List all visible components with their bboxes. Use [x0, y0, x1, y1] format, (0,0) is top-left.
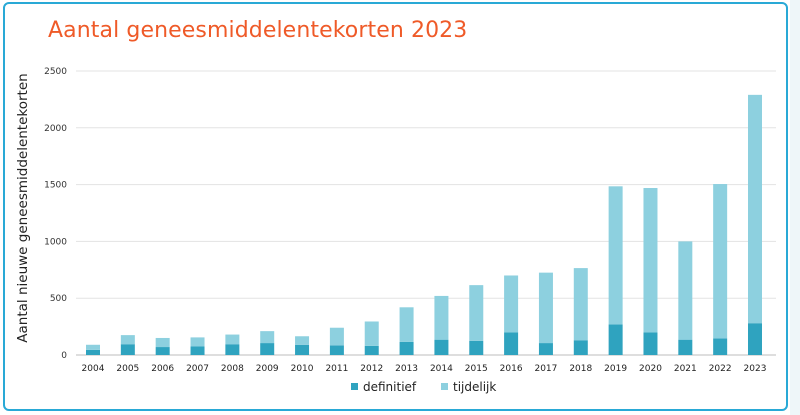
bar-definitief-2016 — [504, 332, 519, 355]
x-tick-label: 2005 — [116, 364, 139, 374]
bar-definitief-2012 — [364, 345, 379, 355]
bar-tijdelijk-2017 — [538, 272, 553, 344]
x-tick-label: 2016 — [500, 364, 523, 374]
x-tick-label: 2010 — [291, 364, 314, 374]
bar-definitief-2018 — [573, 340, 588, 355]
x-tick-label: 2014 — [430, 364, 453, 374]
bar-definitief-2009 — [260, 343, 275, 355]
bar-tijdelijk-2022 — [713, 184, 728, 339]
bar-tijdelijk-2011 — [329, 327, 344, 346]
legend-label-tijdelijk: tijdelijk — [453, 380, 496, 394]
bar-definitief-2013 — [399, 341, 414, 355]
bar-definitief-2007 — [190, 346, 205, 355]
bar-tijdelijk-2010 — [295, 336, 310, 345]
bar-definitief-2008 — [225, 344, 240, 355]
grid-lines — [76, 70, 776, 356]
bar-tijdelijk-2004 — [86, 344, 100, 350]
y-tick-label: 1000 — [44, 237, 67, 247]
bars — [86, 94, 762, 355]
bar-tijdelijk-2016 — [504, 275, 519, 333]
y-tick-label: 1500 — [44, 181, 67, 191]
y-tick-label: 2000 — [44, 124, 67, 134]
bar-tijdelijk-2008 — [225, 334, 240, 345]
x-tick-label: 2008 — [221, 364, 244, 374]
bar-definitief-2014 — [434, 339, 449, 355]
bar-tijdelijk-2020 — [643, 188, 658, 333]
legend: definitief tijdelijk — [351, 380, 496, 394]
x-tick-label: 2009 — [256, 364, 279, 374]
y-tick-labels: 0 500 1000 1500 2000 2500 — [44, 67, 67, 361]
bar-tijdelijk-2021 — [678, 241, 693, 340]
x-tick-label: 2015 — [465, 364, 488, 374]
y-axis-label: Aantal nieuwe geneesmiddelentekorten — [15, 73, 31, 342]
bar-tijdelijk-2006 — [155, 337, 170, 348]
bar-tijdelijk-2012 — [364, 321, 379, 346]
x-tick-label: 2007 — [186, 364, 209, 374]
x-tick-label: 2012 — [360, 364, 383, 374]
chart-title: Aantal geneesmiddelentekorten 2023 — [48, 18, 468, 43]
x-tick-label: 2022 — [709, 364, 732, 374]
legend-swatch-definitief — [351, 383, 358, 390]
bar-tijdelijk-2009 — [260, 331, 275, 344]
x-tick-label: 2006 — [151, 364, 174, 374]
y-tick-label: 2500 — [44, 67, 67, 77]
legend-label-definitief: definitief — [363, 380, 417, 394]
bar-definitief-2021 — [678, 339, 693, 355]
bar-tijdelijk-2018 — [573, 268, 588, 341]
x-tick-label: 2021 — [674, 364, 697, 374]
bar-tijdelijk-2023 — [748, 94, 762, 324]
x-tick-label: 2023 — [744, 364, 767, 374]
y-tick-label: 0 — [61, 351, 67, 361]
bar-tijdelijk-2015 — [469, 285, 484, 341]
bar-definitief-2017 — [538, 343, 553, 355]
right-edge-strip — [790, 0, 800, 415]
bar-definitief-2019 — [608, 324, 623, 355]
x-tick-label: 2018 — [569, 364, 592, 374]
bar-definitief-2011 — [329, 345, 344, 355]
bar-definitief-2015 — [469, 340, 484, 355]
bar-tijdelijk-2013 — [399, 307, 414, 342]
y-tick-label: 500 — [50, 294, 67, 304]
bar-definitief-2004 — [86, 349, 100, 355]
x-tick-label: 2013 — [395, 364, 418, 374]
bar-tijdelijk-2005 — [120, 335, 135, 345]
bar-definitief-2020 — [643, 332, 658, 355]
bar-definitief-2023 — [748, 323, 762, 355]
bar-definitief-2010 — [295, 344, 310, 355]
x-tick-label: 2011 — [325, 364, 348, 374]
x-tick-label: 2017 — [534, 364, 557, 374]
x-tick-label: 2004 — [82, 364, 105, 374]
bar-definitief-2022 — [713, 338, 728, 355]
bar-tijdelijk-2014 — [434, 295, 449, 340]
x-tick-label: 2020 — [639, 364, 662, 374]
bar-definitief-2006 — [155, 347, 170, 355]
x-tick-labels: 2004 2005 2006 2007 2008 2009 2010 2011 2012 2013… — [82, 364, 767, 374]
bar-definitief-2005 — [120, 344, 135, 355]
legend-swatch-tijdelijk — [441, 383, 448, 390]
bar-tijdelijk-2019 — [608, 186, 623, 325]
bar-tijdelijk-2007 — [190, 337, 205, 347]
x-tick-label: 2019 — [604, 364, 627, 374]
